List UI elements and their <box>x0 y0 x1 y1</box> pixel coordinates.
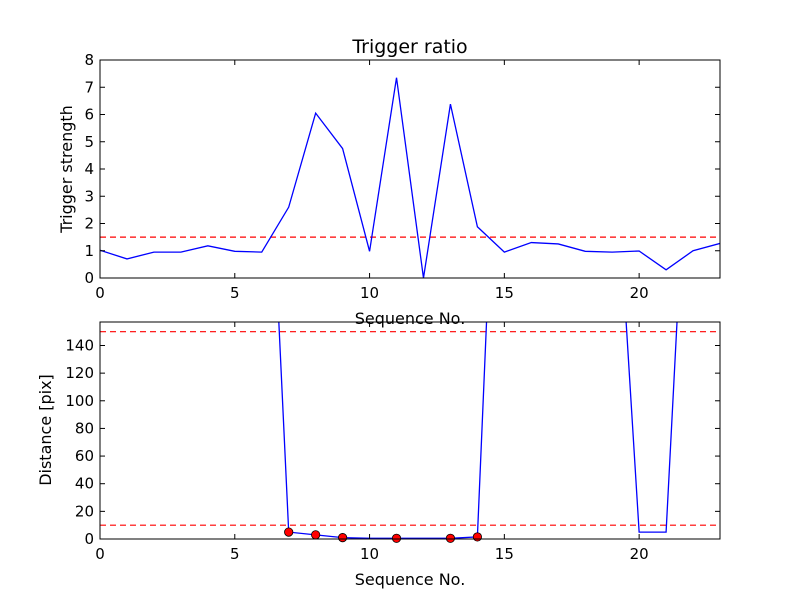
plot-area <box>100 322 720 539</box>
y-tick-label: 60 <box>75 447 94 465</box>
data-point <box>391 533 402 543</box>
data-point <box>311 530 321 540</box>
y-tick-label: 7 <box>84 78 94 96</box>
x-tick-label: 15 <box>495 545 514 563</box>
series-line-0 <box>100 77 720 278</box>
x-tick-label: 10 <box>360 545 379 563</box>
y-tick-label: 40 <box>75 475 94 493</box>
y-tick-label: 100 <box>65 392 94 410</box>
x-axis-title-top: Sequence No. <box>355 309 466 328</box>
x-tick-label: 20 <box>630 284 649 302</box>
y-axis-title-top: Trigger strength <box>57 105 76 234</box>
x-tick-label: 5 <box>230 284 240 302</box>
y-tick-label: 5 <box>84 133 94 151</box>
x-tick-label: 10 <box>360 284 379 302</box>
x-tick-label: 0 <box>95 284 105 302</box>
y-tick-label: 140 <box>65 336 94 354</box>
data-point <box>338 533 348 543</box>
y-tick-label: 2 <box>84 215 94 233</box>
trigger-strength-plot: 0 5 10 15 20 0 1 2 3 4 5 6 7 8 <box>84 51 721 302</box>
y-tick-label: 4 <box>84 160 94 178</box>
y-tick-label: 0 <box>84 530 94 548</box>
y-tick-label: 1 <box>84 242 94 260</box>
x-tick-label: 20 <box>630 545 649 563</box>
x-tick-label: 0 <box>95 545 105 563</box>
data-point <box>284 527 294 537</box>
y-tick-label: 8 <box>84 51 94 69</box>
axes-frame <box>99 59 721 279</box>
y-tick-label: 20 <box>75 502 94 520</box>
y-tick-label: 3 <box>84 187 94 205</box>
plot-area <box>100 77 720 278</box>
data-point <box>445 533 456 543</box>
y-tick-label: 6 <box>84 106 94 124</box>
chart-title: Trigger ratio <box>351 36 467 58</box>
distance-plot: 0 5 10 15 20 0 20 40 60 80 100 120 140 <box>65 321 721 563</box>
x-axis-title-bottom: Sequence No. <box>355 570 466 589</box>
series-line-0 <box>278 322 678 539</box>
y-axis-title-bottom: Distance [pix] <box>36 374 55 486</box>
axes-frame <box>99 321 721 540</box>
y-tick-label: 80 <box>75 419 94 437</box>
x-tick-label: 15 <box>495 284 514 302</box>
x-tick-label: 5 <box>230 545 240 563</box>
y-tick-label: 0 <box>84 269 94 287</box>
data-point <box>472 532 482 542</box>
y-tick-label: 120 <box>65 364 94 382</box>
